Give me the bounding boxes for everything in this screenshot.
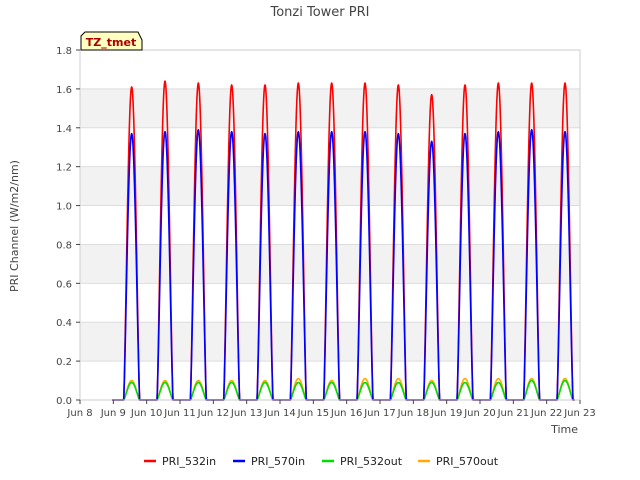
y-tick-label: 0.0 <box>56 396 72 407</box>
x-tick-label: Jun 19 <box>430 408 463 419</box>
legend-label: PRI_532in <box>162 455 216 468</box>
site-badge-label: TZ_tmet <box>86 36 136 49</box>
x-tick-label: Jun 14 <box>263 408 296 419</box>
x-tick-label: Jun 9 <box>100 408 126 419</box>
x-tick-label: Jun 15 <box>297 408 330 419</box>
x-tick-label: Jun 23 <box>563 408 596 419</box>
x-tick-label: Jun 11 <box>163 408 196 419</box>
legend-item: PRI_532in <box>144 455 216 468</box>
legend-item: PRI_570in <box>233 455 305 468</box>
y-tick-label: 1.4 <box>56 124 72 135</box>
plot-band <box>80 166 580 206</box>
y-tick-label: 0.2 <box>56 357 72 368</box>
x-tick-label: Jun 16 <box>330 408 363 419</box>
x-tick-label: Jun 10 <box>130 408 163 419</box>
x-tick-label: Jun 13 <box>230 408 263 419</box>
x-tick-label: Jun 20 <box>463 408 496 419</box>
legend-label: PRI_570out <box>436 455 499 468</box>
plot-band <box>80 322 580 362</box>
site-badge: TZ_tmet <box>80 31 143 51</box>
x-tick-label: Jun 21 <box>497 408 530 419</box>
x-tick-label: Jun 17 <box>363 408 396 419</box>
y-tick-label: 0.8 <box>56 240 72 251</box>
x-tick-label: Jun 8 <box>66 408 92 419</box>
legend: PRI_532in PRI_570in PRI_532out PRI_570out <box>144 455 499 468</box>
x-tick-label: Jun 22 <box>530 408 563 419</box>
y-tick-label: 0.4 <box>56 318 72 329</box>
y-tick-label: 1.8 <box>56 46 72 57</box>
y-axis-label: PRI Channel (W/m2/nm) <box>8 160 21 292</box>
chart-title: Tonzi Tower PRI <box>270 5 370 20</box>
x-tick-label: Jun 12 <box>197 408 230 419</box>
x-axis: Jun 8 Jun 9 Jun 10 Jun 11 Jun 12 Jun 13 Jun 14… <box>66 400 596 419</box>
plot-band <box>80 244 580 284</box>
y-axis: 0.0 0.2 0.4 0.6 0.8 1.0 1.2 1.4 1.6 1.8 <box>56 46 80 407</box>
x-axis-label: Time <box>550 423 578 436</box>
legend-item: PRI_532out <box>322 455 403 468</box>
y-tick-label: 1.6 <box>56 85 72 96</box>
legend-label: PRI_570in <box>251 455 305 468</box>
y-tick-label: 0.6 <box>56 279 72 290</box>
legend-label: PRI_532out <box>340 455 403 468</box>
legend-item: PRI_570out <box>418 455 499 468</box>
y-tick-label: 1.0 <box>56 202 72 213</box>
plot-frame <box>79 49 581 401</box>
y-tick-label: 1.2 <box>56 163 72 174</box>
x-tick-label: Jun 18 <box>397 408 430 419</box>
